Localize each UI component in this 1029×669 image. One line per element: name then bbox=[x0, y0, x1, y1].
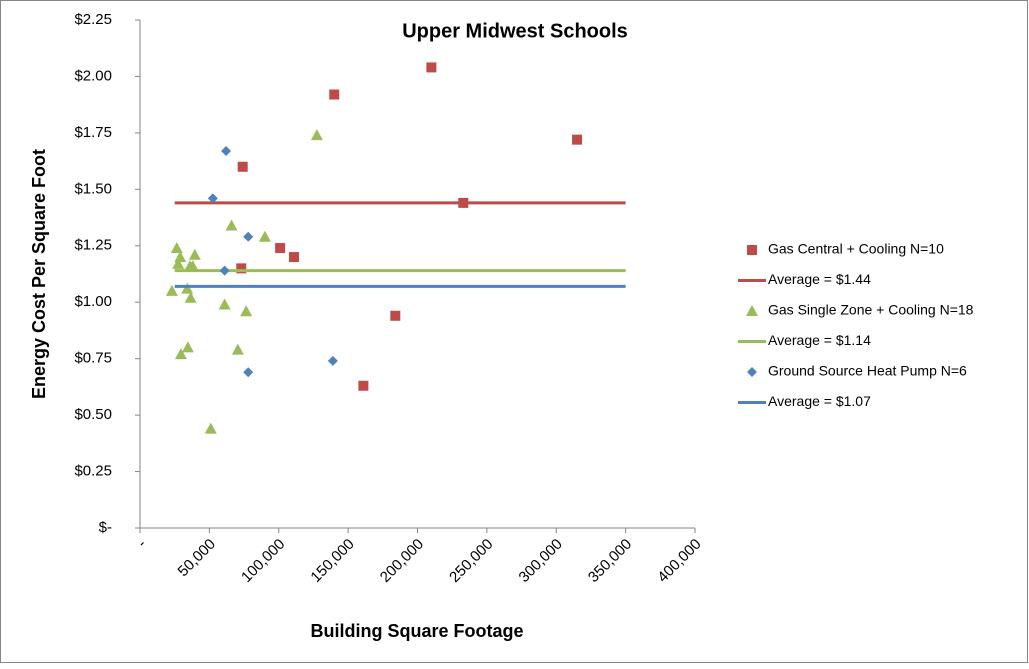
marker bbox=[426, 62, 437, 73]
legend-label: Gas Single Zone + Cooling N=18 bbox=[768, 302, 974, 318]
legend-label: Average = $1.14 bbox=[768, 332, 871, 348]
y-tick-label: $1.50 bbox=[74, 180, 112, 197]
legend-label: Average = $1.44 bbox=[768, 271, 871, 287]
y-tick-label: $2.00 bbox=[74, 67, 112, 84]
marker bbox=[170, 242, 183, 254]
marker bbox=[184, 291, 197, 303]
legend-swatch bbox=[746, 305, 758, 316]
marker bbox=[572, 134, 583, 145]
y-tick-label: $2.25 bbox=[74, 11, 112, 28]
y-tick-label: $0.50 bbox=[74, 406, 112, 423]
marker bbox=[237, 161, 248, 172]
y-axis-label: Energy Cost Per Square Foot bbox=[29, 149, 49, 399]
marker bbox=[390, 310, 401, 321]
legend-label: Ground Source Heat Pump N=6 bbox=[768, 363, 967, 379]
marker bbox=[174, 348, 187, 360]
marker bbox=[204, 422, 217, 434]
marker bbox=[186, 260, 199, 272]
marker bbox=[225, 219, 238, 231]
marker bbox=[181, 282, 194, 294]
y-tick-label: $0.25 bbox=[74, 463, 112, 480]
marker bbox=[165, 284, 178, 296]
marker bbox=[289, 252, 300, 263]
marker bbox=[240, 305, 253, 317]
marker bbox=[188, 248, 201, 260]
y-tick-label: $- bbox=[99, 519, 112, 536]
marker bbox=[172, 257, 185, 269]
y-tick-label: $1.25 bbox=[74, 237, 112, 254]
marker bbox=[243, 231, 254, 242]
marker bbox=[174, 251, 187, 263]
marker bbox=[258, 230, 271, 242]
x-axis-label: Building Square Footage bbox=[310, 621, 523, 641]
marker bbox=[275, 243, 286, 254]
legend-label: Gas Central + Cooling N=10 bbox=[768, 241, 944, 257]
chart-title: Upper Midwest Schools bbox=[402, 20, 628, 42]
marker bbox=[243, 367, 254, 378]
legend-swatch bbox=[747, 245, 757, 255]
marker bbox=[181, 341, 194, 353]
marker bbox=[358, 380, 369, 391]
legend-swatch bbox=[747, 367, 757, 377]
marker bbox=[327, 355, 338, 366]
marker bbox=[221, 145, 232, 156]
marker bbox=[236, 263, 247, 274]
marker bbox=[219, 265, 230, 276]
legend-label: Average = $1.07 bbox=[768, 393, 871, 409]
marker bbox=[310, 129, 323, 141]
y-tick-label: $0.75 bbox=[74, 350, 112, 367]
y-tick-label: $1.00 bbox=[74, 293, 112, 310]
marker bbox=[329, 89, 340, 100]
marker bbox=[218, 298, 231, 310]
marker bbox=[207, 193, 218, 204]
y-tick-label: $1.75 bbox=[74, 124, 112, 141]
marker bbox=[231, 343, 244, 355]
